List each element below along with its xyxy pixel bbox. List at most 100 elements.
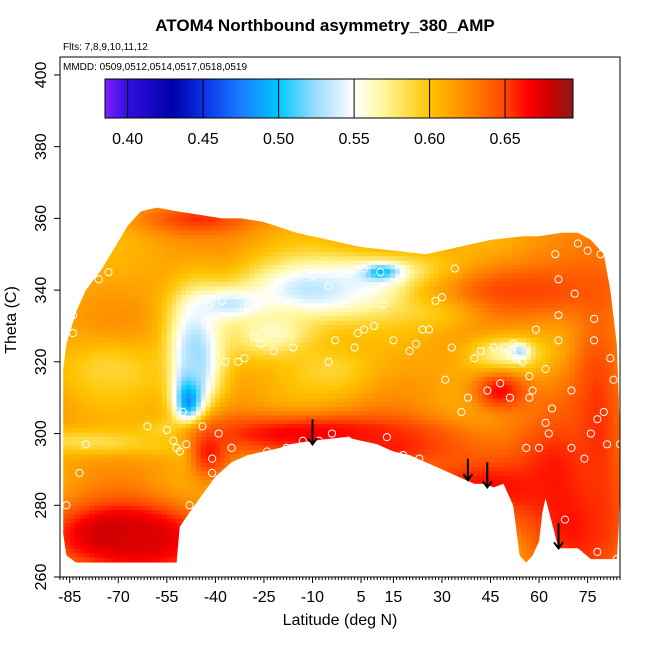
heatmap-cell: [103, 470, 110, 476]
heatmap-cell: [293, 531, 299, 536]
heatmap-cell: [89, 419, 95, 425]
heatmap-cell: [113, 449, 119, 455]
heatmap-cell: [263, 358, 270, 364]
heatmap-cell: [63, 324, 66, 330]
heatmap-cell: [244, 216, 250, 222]
heatmap-cell: [239, 440, 246, 446]
heatmap-cell: [171, 406, 178, 412]
heatmap-cell: [283, 298, 289, 304]
heatmap-cell: [302, 522, 309, 528]
heatmap-cell: [137, 303, 144, 308]
heatmap-cell: [268, 367, 275, 373]
heatmap-cell: [171, 320, 178, 326]
heatmap-cell: [63, 242, 66, 248]
heatmap-cell: [297, 294, 304, 300]
heatmap-cell: [176, 440, 182, 446]
heatmap-cell: [89, 303, 95, 308]
heatmap-cell: [171, 440, 178, 446]
heatmap-cell: [142, 221, 148, 227]
heatmap-cell: [132, 358, 139, 364]
heatmap-cell: [127, 281, 134, 287]
heatmap-cell: [152, 247, 158, 252]
heatmap-cell: [254, 371, 260, 377]
heatmap-cell: [205, 268, 212, 274]
heatmap-cell: [166, 277, 173, 283]
heatmap-cell: [79, 207, 85, 209]
heatmap-cell: [278, 436, 284, 442]
heatmap-cell: [123, 216, 129, 222]
heatmap-cell: [166, 251, 173, 257]
heatmap-cell: [210, 556, 216, 562]
heatmap-cell: [293, 440, 299, 446]
heatmap-cell: [273, 303, 280, 308]
heatmap-cell: [205, 350, 212, 356]
heatmap-cell: [181, 238, 187, 244]
heatmap-cell: [74, 427, 81, 433]
heatmap-cell: [229, 556, 236, 562]
heatmap-cell: [205, 457, 212, 463]
heatmap-cell: [89, 315, 95, 321]
heatmap-cell: [123, 419, 129, 425]
heatmap-cell: [210, 548, 216, 554]
heatmap-cell: [132, 496, 139, 502]
heatmap-cell: [191, 531, 197, 536]
heatmap-cell: [254, 393, 260, 399]
heatmap-cell: [225, 466, 231, 472]
heatmap-cell: [215, 320, 221, 326]
heatmap-cell: [229, 363, 236, 369]
heatmap-cell: [229, 216, 236, 222]
heatmap-cell: [278, 307, 284, 313]
heatmap-cell: [259, 324, 265, 330]
heatmap-cell: [108, 264, 115, 270]
heatmap-cell: [244, 453, 250, 459]
heatmap-cell: [177, 566, 182, 571]
heatmap-cell: [273, 475, 280, 481]
heatmap-cell: [63, 303, 66, 308]
heatmap-cell: [331, 311, 338, 317]
heatmap-cell: [195, 376, 202, 382]
heatmap-cell: [263, 354, 270, 360]
heatmap-cell: [283, 350, 289, 356]
heatmap-cell: [142, 475, 148, 481]
heatmap-cell: [268, 457, 275, 463]
heatmap-cell: [244, 470, 250, 476]
heatmap-cell: [288, 453, 294, 459]
heatmap-cell: [210, 453, 216, 459]
heatmap-cell: [84, 453, 90, 459]
heatmap-cell: [331, 531, 338, 536]
heatmap-cell: [137, 483, 144, 489]
heatmap-cell: [157, 552, 163, 558]
heatmap-cell: [79, 389, 85, 394]
heatmap-cell: [69, 539, 76, 545]
heatmap-cell: [254, 268, 260, 274]
heatmap-cell: [331, 414, 338, 420]
heatmap-cell: [234, 436, 241, 442]
heatmap-cell: [147, 272, 153, 278]
heatmap-cell: [234, 518, 241, 524]
heatmap-cell: [278, 272, 284, 278]
heatmap-cell: [249, 229, 255, 235]
heatmap-cell: [229, 307, 236, 313]
heatmap-cell: [63, 505, 66, 511]
heatmap-cell: [288, 234, 294, 240]
heatmap-cell: [297, 432, 304, 438]
heatmap-cell: [93, 522, 100, 528]
heatmap-cell: [307, 358, 314, 364]
heatmap-cell: [166, 436, 173, 442]
heatmap-cell: [186, 354, 192, 360]
heatmap-cell: [191, 229, 197, 235]
heatmap-cell: [137, 238, 144, 244]
heatmap-cell: [63, 496, 66, 502]
heatmap-cell: [181, 255, 187, 261]
heatmap-cell: [127, 358, 134, 364]
heatmap-cell: [327, 229, 333, 235]
heatmap-cell: [103, 561, 110, 563]
heatmap-cell: [127, 234, 134, 240]
heatmap-cell: [297, 531, 304, 536]
heatmap-cell: [63, 432, 66, 438]
heatmap-cell: [244, 324, 250, 330]
heatmap-cell: [186, 200, 191, 205]
heatmap-cell: [283, 328, 289, 334]
heatmap-cell: [191, 238, 197, 244]
heatmap-cell: [93, 207, 100, 209]
